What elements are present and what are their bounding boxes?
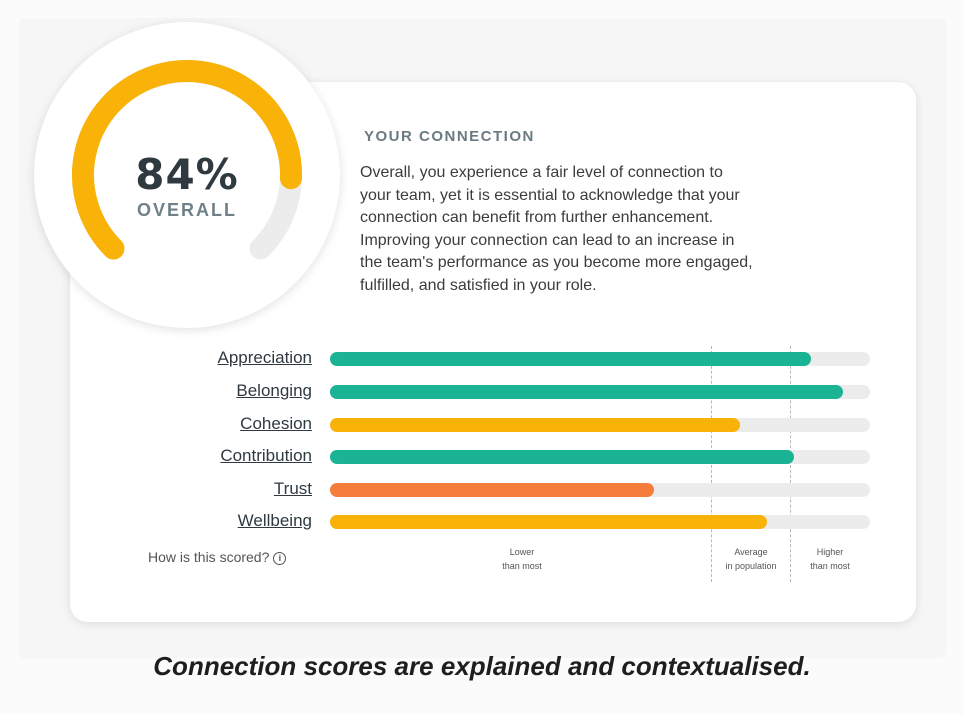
how-scored-label: How is this scored? [148,549,270,565]
zone-lower-label: Lower than most [502,547,542,571]
description-line: Improving your connection can lead to an… [360,231,735,249]
description-line: the team's performance as you become mor… [360,254,753,271]
metric-bar-cohesion [330,418,741,432]
metric-track-cohesion [330,418,870,432]
metric-label-trust[interactable]: Trust [273,479,312,498]
metric-label-contribution[interactable]: Contribution [220,446,312,465]
connection-description: Overall, you experience a fair level of … [360,162,850,297]
metric-track-appreciation [330,352,870,366]
metric-bar-belonging [330,385,843,399]
metric-bar-trust [330,483,654,497]
overall-score-ring: 84% OVERALL [34,22,340,328]
average-lower-divider [711,346,712,582]
zone-higher-label: Higher than most [810,547,850,571]
caption: Connection scores are explained and cont… [153,651,811,681]
section-heading: YOUR CONNECTION [364,128,535,145]
description-line: Overall, you experience a fair level of … [360,164,723,181]
description-line: connection can benefit from further enha… [360,209,714,226]
overall-label: OVERALL [136,200,237,220]
info-icon[interactable]: i [273,552,287,565]
metric-track-trust [330,483,870,497]
metric-track-contribution [330,450,870,464]
metric-label-belonging[interactable]: Belonging [236,381,312,400]
how-scored-link[interactable]: How is this scored? i [148,549,287,565]
overall-percentage: 84% [135,150,239,199]
description-line: fulfilled, and satisfied in your role. [360,276,597,294]
zone-average-label: Average in population [725,547,777,571]
score-ring-chart [72,60,302,260]
metric-track-wellbeing [330,515,870,529]
description-line: your team, yet it is essential to acknow… [360,186,740,204]
metric-bar-wellbeing [330,515,768,529]
metric-bar-appreciation [330,352,811,366]
ring-fill [72,60,302,260]
metric-track-belonging [330,385,870,399]
metric-label-cohesion[interactable]: Cohesion [240,414,312,433]
metric-label-appreciation[interactable]: Appreciation [217,348,312,367]
metric-label-wellbeing[interactable]: Wellbeing [237,511,312,530]
metric-bar-contribution [330,450,795,464]
average-higher-divider [790,346,791,582]
